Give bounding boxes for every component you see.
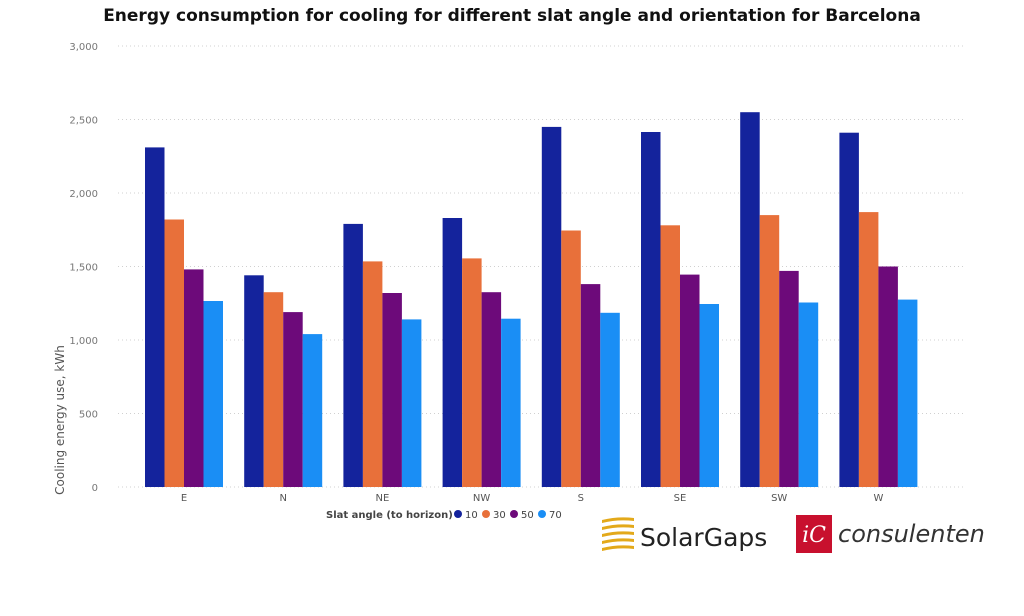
bar-NW-10: [442, 218, 463, 487]
bar-S-30: [561, 230, 581, 487]
ic-badge-text: iC: [802, 523, 826, 548]
bars: [145, 112, 918, 488]
x-tick-label: NW: [473, 493, 490, 504]
legend-marker-30: [482, 510, 490, 518]
bar-SW-50: [779, 270, 799, 487]
bar-E-30: [164, 219, 184, 487]
solargaps-logo: SolarGaps: [602, 517, 767, 552]
bar-W-50: [878, 266, 898, 487]
solargaps-wordmark: SolarGaps: [640, 523, 767, 552]
bar-N-30: [263, 292, 284, 487]
x-tick-label: N: [279, 493, 286, 504]
chart-title: Energy consumption for cooling for diffe…: [103, 6, 921, 26]
bar-NW-70: [501, 318, 521, 487]
x-tick-label: SW: [771, 493, 787, 504]
bar-SE-10: [641, 132, 661, 487]
y-tick-label: 2,000: [69, 189, 98, 200]
bar-SW-70: [798, 302, 819, 487]
legend-label-30: 30: [493, 510, 506, 521]
bar-S-70: [600, 312, 620, 487]
bar-NE-50: [382, 293, 402, 487]
bar-N-70: [302, 334, 323, 487]
y-axis-ticks: 0 500 1,000 1,500 2,000 2,500 3,000: [69, 42, 98, 494]
solargaps-sun-icon: [602, 517, 634, 551]
bar-E-10: [145, 147, 165, 487]
bar-S-10: [541, 126, 562, 488]
x-tick-label: S: [578, 493, 584, 504]
legend-marker-70: [538, 510, 546, 518]
bar-W-10: [839, 132, 859, 487]
bar-SW-10: [740, 112, 760, 487]
legend-marker-10: [454, 510, 462, 518]
bar-NW-30: [462, 258, 482, 487]
legend-marker-50: [510, 510, 518, 518]
y-tick-label: 0: [92, 483, 98, 494]
bar-E-70: [203, 301, 223, 487]
y-tick-label: 2,500: [69, 116, 98, 127]
bar-N-50: [283, 312, 303, 487]
legend-label-50: 50: [521, 510, 534, 521]
bar-SE-30: [660, 225, 680, 488]
x-tick-label: E: [181, 493, 187, 504]
legend-label-10: 10: [465, 510, 478, 521]
bar-W-30: [858, 212, 879, 487]
bar-NE-30: [362, 261, 383, 487]
bar-SW-30: [759, 215, 780, 487]
y-tick-label: 1,500: [69, 263, 98, 274]
ic-consulenten-logo: iC consulenten: [796, 515, 985, 553]
bar-N-10: [244, 275, 264, 487]
x-tick-label: W: [873, 493, 883, 504]
bar-E-50: [184, 269, 204, 487]
x-axis-ticks: E N NE NW S SE SW W: [181, 493, 884, 504]
y-tick-label: 1,000: [69, 336, 98, 347]
bar-NE-70: [401, 319, 422, 487]
legend-title: Slat angle (to horizon): [326, 510, 453, 521]
x-tick-label: NE: [375, 493, 389, 504]
ic-badge: [796, 515, 832, 553]
legend-label-70: 70: [549, 510, 562, 521]
consulenten-wordmark: consulenten: [838, 520, 985, 548]
bar-SE-70: [699, 304, 719, 487]
bar-W-70: [897, 299, 918, 487]
y-tick-label: 500: [79, 410, 98, 421]
bar-NE-10: [343, 223, 363, 487]
bar-SE-50: [680, 274, 700, 487]
bar-S-50: [580, 284, 601, 487]
legend: Slat angle (to horizon) 10 30 50 70: [326, 510, 562, 521]
x-tick-label: SE: [674, 493, 687, 504]
y-tick-label: 3,000: [69, 42, 98, 53]
bar-NW-50: [481, 292, 502, 487]
y-axis-label: Cooling energy use, kWh: [53, 345, 67, 495]
